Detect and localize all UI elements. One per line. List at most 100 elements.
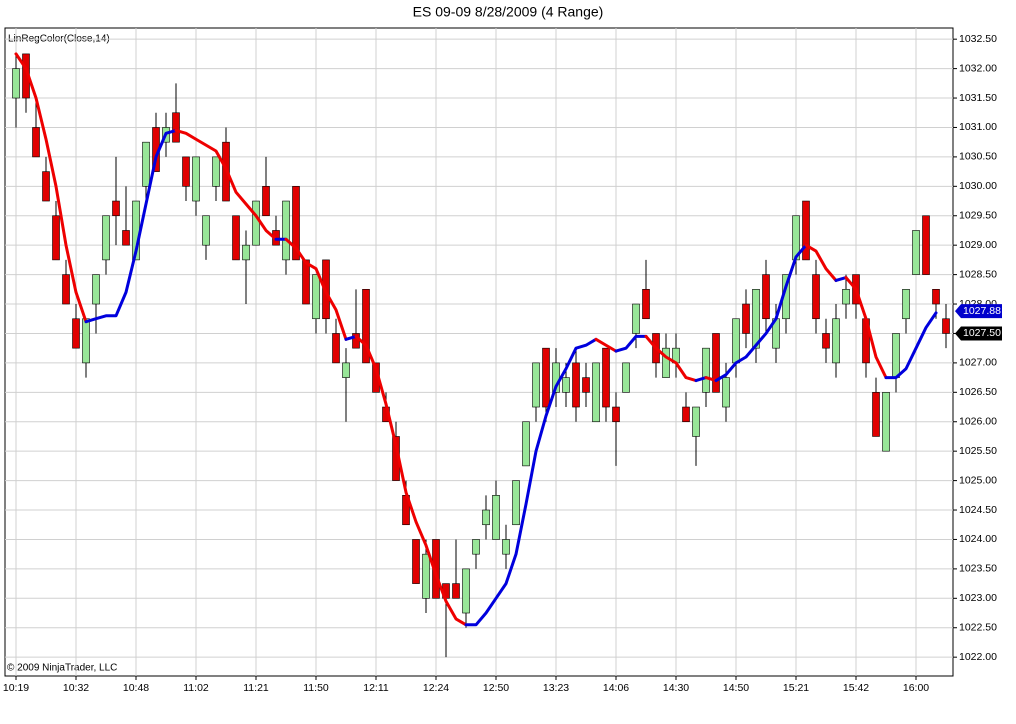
y-tick-label: 1030.00 [959, 180, 997, 192]
candle-body [642, 289, 650, 320]
x-tick-label: 10:48 [123, 682, 149, 694]
candle-body [82, 318, 90, 364]
candle-body [232, 215, 240, 261]
candle-body [632, 303, 640, 334]
candle-body [912, 230, 920, 275]
y-tick-label: 1024.50 [959, 504, 997, 516]
x-tick-label: 12:11 [363, 682, 389, 694]
regression-line [704, 376, 718, 383]
candle-body [622, 362, 630, 393]
candle-body [522, 421, 530, 467]
regression-line [594, 337, 618, 353]
regression-line [614, 334, 648, 353]
candle-body [242, 244, 250, 261]
candle-body [722, 377, 730, 408]
regression-line [834, 276, 848, 282]
x-tick-label: 11:02 [183, 682, 209, 694]
candle-body [72, 318, 80, 349]
y-tick-label: 1027.00 [959, 357, 997, 369]
price-marker-label: 1027.88 [963, 305, 1001, 317]
candle-body [512, 480, 520, 526]
candle-body [362, 289, 370, 364]
x-tick-label: 12:50 [483, 682, 509, 694]
candle-body [112, 200, 120, 217]
regression-line [344, 334, 358, 341]
candle-body [842, 289, 850, 305]
y-tick-label: 1028.50 [959, 268, 997, 280]
candle-body [12, 68, 20, 99]
candle-body [142, 141, 150, 187]
x-tick-label: 14:30 [663, 682, 689, 694]
y-tick-label: 1025.50 [959, 445, 997, 457]
regression-line [694, 376, 708, 383]
grid [5, 28, 953, 676]
price-marker-label: 1027.50 [963, 327, 1001, 339]
candle-body [682, 406, 690, 423]
y-tick-label: 1030.50 [959, 151, 997, 163]
regression-line [14, 52, 88, 324]
y-tick-label: 1031.00 [959, 121, 997, 133]
candle-body [92, 274, 100, 305]
x-tick-label: 11:21 [243, 682, 269, 694]
candle-body [62, 274, 70, 305]
y-tick-label: 1026.00 [959, 416, 997, 428]
y-tick-label: 1026.50 [959, 386, 997, 398]
regression-line [844, 276, 888, 380]
copyright: © 2009 NinjaTrader, LLC [7, 663, 117, 674]
candle-body [192, 156, 200, 202]
candle-body [422, 553, 430, 599]
candle-body [122, 230, 130, 246]
candle-body [312, 274, 320, 320]
regression-line [464, 337, 598, 627]
candle-body [332, 333, 340, 364]
candle-body [872, 392, 880, 437]
price-marker [955, 304, 1002, 319]
candle-body [802, 200, 810, 261]
regression-line [804, 243, 838, 282]
y-tick-label: 1023.50 [959, 563, 997, 575]
candle-body [882, 392, 890, 452]
y-tick-label: 1023.00 [959, 592, 997, 604]
candle-body [302, 259, 310, 305]
candle-body [902, 289, 910, 320]
candle-body [572, 362, 580, 408]
x-tick-label: 14:06 [603, 682, 629, 694]
candle-body [712, 333, 720, 393]
candle-body [502, 539, 510, 555]
candle-body [582, 377, 590, 393]
candle-body [102, 215, 110, 261]
regression-line [284, 237, 348, 341]
x-tick-label: 15:42 [843, 682, 869, 694]
candle-body [262, 186, 270, 217]
candle-body [922, 215, 930, 275]
y-tick-label: 1025.00 [959, 474, 997, 486]
candle-body [542, 347, 550, 408]
regression-line [174, 128, 278, 241]
candle-body [942, 318, 950, 334]
x-tick-label: 11:50 [303, 682, 329, 694]
candle-body [662, 347, 670, 378]
x-tick-label: 16:00 [903, 682, 929, 694]
candle-body [752, 289, 760, 349]
candle-body [462, 568, 470, 614]
candle-body [52, 215, 60, 261]
y-tick-label: 1029.00 [959, 239, 997, 251]
regression-line [84, 128, 178, 324]
candle-body [492, 495, 500, 540]
candle-body [612, 406, 620, 423]
candle-body [602, 347, 610, 408]
candle-body [482, 509, 490, 526]
x-tick-label: 13:23 [543, 682, 569, 694]
candle-body [822, 333, 830, 349]
candle-body [42, 171, 50, 202]
candle-body [692, 406, 700, 437]
candle-body [742, 303, 750, 334]
candle-body [282, 200, 290, 261]
candle-body [832, 318, 840, 364]
regression-line [884, 311, 938, 380]
candle-body [592, 362, 600, 423]
candle-body [472, 539, 480, 555]
x-tick-label: 10:32 [63, 682, 89, 694]
